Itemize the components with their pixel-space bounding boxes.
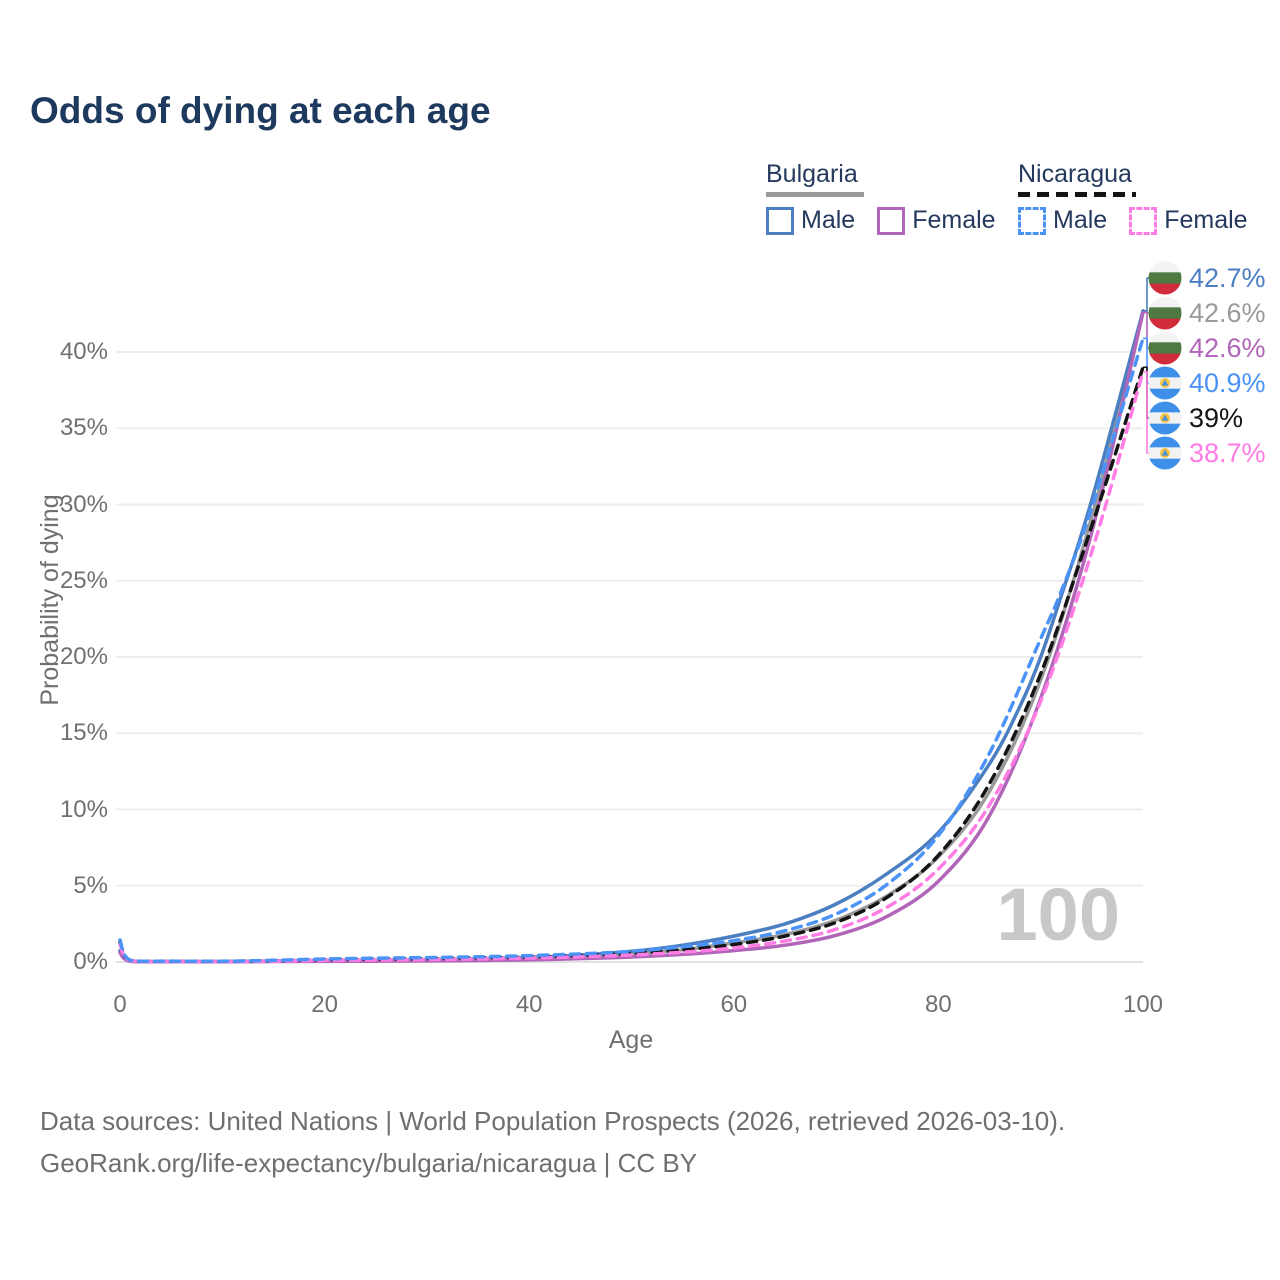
legend-country-bulgaria[interactable]: Bulgaria xyxy=(766,160,858,188)
page-title: Odds of dying at each age xyxy=(30,90,491,131)
x-tick-label-100: 100 xyxy=(1122,991,1164,1018)
bulgaria-flag-icon xyxy=(1148,331,1182,365)
x-tick-label-80: 80 xyxy=(925,991,952,1018)
y-tick-label-0: 0% xyxy=(73,948,108,975)
y-tick-label-25: 25% xyxy=(59,566,108,594)
y-tick-label-20: 20% xyxy=(59,643,108,670)
legend-label-nicaragua-female[interactable]: Female xyxy=(1164,206,1248,234)
end-value-ni_total: 39% xyxy=(1189,403,1244,433)
x-tick-label-20: 20 xyxy=(311,991,338,1018)
legend-label-bulgaria-male[interactable]: Male xyxy=(801,206,856,234)
y-tick-label-15: 15% xyxy=(59,719,108,747)
end-value-ni_male: 40.9% xyxy=(1189,368,1266,398)
y-tick-label-5: 5% xyxy=(73,871,108,899)
y-tick-label-10: 10% xyxy=(59,795,108,823)
end-label-row-ni_male: 40.9% xyxy=(1148,366,1266,400)
legend-line-style-solid-swatch xyxy=(766,192,864,197)
bulgaria-flag-icon xyxy=(1148,296,1182,330)
legend-label-bulgaria-female[interactable]: Female xyxy=(912,206,996,234)
legend-country-nicaragua[interactable]: Nicaragua xyxy=(1018,160,1132,188)
end-value-bg_female: 42.6% xyxy=(1189,333,1266,363)
legend-items-row: Male Female xyxy=(766,206,1018,235)
end-label-row-bg_male: 42.7% xyxy=(1148,261,1266,295)
age-counter-watermark: 100 xyxy=(996,873,1120,956)
x-tick-label-60: 60 xyxy=(720,991,748,1018)
bulgaria-flag-icon xyxy=(1148,261,1182,295)
attribution-text: GeoRank.org/life-expectancy/bulgaria/nic… xyxy=(40,1148,698,1178)
series-line-bg_female xyxy=(118,310,1145,964)
series-line-bg_total xyxy=(118,310,1145,964)
end-label-row-bg_female: 42.6% xyxy=(1148,331,1266,365)
y-tick-label-35: 35% xyxy=(59,414,108,442)
legend-swatch-nicaragua-male[interactable] xyxy=(1018,206,1046,235)
legend-line-style-dashed-swatch xyxy=(1018,192,1136,197)
x-axis-title: Age xyxy=(608,1026,654,1054)
end-value-ni_female: 38.7% xyxy=(1189,438,1266,468)
legend-label-nicaragua-male[interactable]: Male xyxy=(1053,206,1108,234)
nicaragua-flag-icon xyxy=(1148,401,1182,435)
legend-group-nicaragua: Nicaragua Male Female xyxy=(1018,160,1270,235)
legend-swatch-bulgaria-female[interactable] xyxy=(877,206,906,235)
legend-swatch-nicaragua-female[interactable] xyxy=(1129,206,1158,235)
series-line-bg_male xyxy=(118,309,1145,964)
legend-items-row: Male Female xyxy=(1018,206,1270,235)
series-line-ni_male xyxy=(118,336,1145,964)
series-line-ni_total xyxy=(118,365,1145,964)
legend-swatch-bulgaria-male[interactable] xyxy=(766,206,794,235)
data-sources-text: Data sources: United Nations | World Pop… xyxy=(40,1106,1066,1136)
nicaragua-flag-icon xyxy=(1148,366,1182,400)
end-label-row-bg_total: 42.6% xyxy=(1148,296,1266,330)
series-line-ni_female xyxy=(118,370,1145,964)
end-label-row-ni_total: 39% xyxy=(1148,401,1243,435)
y-axis-title: Probability of dying xyxy=(36,494,64,706)
y-tick-label-40: 40% xyxy=(59,338,108,365)
x-tick-label-0: 0 xyxy=(113,991,127,1018)
x-tick-label-40: 40 xyxy=(515,991,543,1018)
legend-group-bulgaria: Bulgaria Male Female xyxy=(766,160,1018,235)
end-value-bg_male: 42.7% xyxy=(1189,263,1266,293)
end-value-bg_total: 42.6% xyxy=(1189,298,1266,328)
y-tick-label-30: 30% xyxy=(59,490,108,518)
end-label-row-ni_female: 38.7% xyxy=(1148,436,1266,470)
nicaragua-flag-icon xyxy=(1148,436,1182,470)
